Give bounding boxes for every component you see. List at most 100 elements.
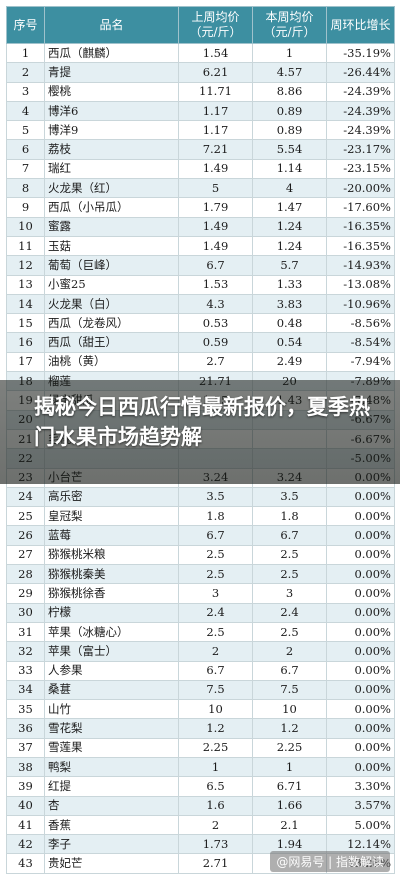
cell-week-change: 12.14% [326,834,395,855]
cell-week-change: 5.00% [326,814,395,836]
cell-this-week-price: 5.7 [252,255,327,276]
table-row: 24 高乐密 3.5 3.5 0.00% [6,486,395,508]
cell-index: 43 [6,853,45,874]
cell-last-week-price: 10 [178,699,253,720]
cell-week-change: 0.00% [326,486,395,508]
cell-last-week-price: 1.53 [178,274,253,295]
cell-product-name: 西瓜（龙卷风） [44,313,179,334]
table-row: 5 博洋9 1.17 0.89 -24.39% [6,120,395,141]
cell-last-week-price: 1.8 [178,506,253,527]
cell-week-change: -16.35% [326,216,395,237]
cell-index: 32 [6,641,45,662]
table-row: 25 皇冠梨 1.8 1.8 0.00% [6,506,395,527]
table-row: 13 小蜜25 1.53 1.33 -13.08% [6,274,395,295]
cell-index: 31 [6,621,45,643]
cell-product-name: 青提 [44,62,179,83]
cell-index: 2 [6,62,45,83]
cell-index: 40 [6,795,45,816]
cell-last-week-price: 1.54 [178,42,253,64]
cell-index: 17 [6,351,45,373]
table-row: 26 蓝莓 6.7 6.7 0.00% [6,525,395,546]
table-row: 28 猕猴桃秦美 2.5 2.5 0.00% [6,564,395,585]
cell-last-week-price: 2.5 [178,621,253,643]
cell-last-week-price: 1.2 [178,718,253,739]
cell-index: 27 [6,544,45,566]
cell-this-week-price: 2.1 [252,814,327,836]
cell-product-name: 油桃（黄） [44,351,179,373]
cell-product-name: 蓝莓 [44,525,179,546]
cell-last-week-price: 2.5 [178,544,253,566]
cell-week-change: 0.00% [326,679,395,701]
headline-text: 揭秘今日西瓜行情最新报价，夏季热门水果市场趋势解 [34,395,370,449]
cell-this-week-price: 2.5 [252,621,327,643]
cell-last-week-price: 6.7 [178,255,253,276]
cell-index: 6 [6,139,45,160]
cell-product-name: 玉菇 [44,235,179,257]
cell-week-change: -26.44% [326,62,395,83]
table-row: 37 雪莲果 2.25 2.25 0.00% [6,737,395,758]
cell-this-week-price: 1.24 [252,235,327,257]
cell-this-week-price: 0.89 [252,100,327,122]
cell-index: 33 [6,660,45,681]
cell-week-change: 0.00% [326,506,395,527]
cell-week-change: -8.56% [326,313,395,334]
cell-this-week-price: 7.5 [252,679,327,701]
cell-week-change: -13.08% [326,274,395,295]
cell-week-change: -17.60% [326,197,395,218]
cell-last-week-price: 11.71 [178,81,253,102]
cell-week-change: -24.39% [326,81,395,102]
cell-index: 42 [6,834,45,855]
watermark: @网易号 | 指数解读 [270,851,390,872]
cell-last-week-price: 2 [178,641,253,662]
cell-index: 41 [6,814,45,836]
cell-index: 28 [6,564,45,585]
cell-this-week-price: 0.54 [252,332,327,353]
cell-product-name: 鸭梨 [44,756,179,778]
cell-product-name: 西瓜（麒麟） [44,42,179,64]
cell-this-week-price: 1.2 [252,718,327,739]
cell-this-week-price: 1.24 [252,216,327,237]
cell-index: 1 [6,42,45,64]
cell-week-change: 0.00% [326,602,395,623]
cell-last-week-price: 7.5 [178,679,253,701]
cell-this-week-price: 5.54 [252,139,327,160]
cell-product-name: 猕猴桃徐香 [44,583,179,604]
cell-last-week-price: 0.53 [178,313,253,334]
table-row: 8 火龙果（红） 5 4 -20.00% [6,178,395,199]
cell-week-change: -24.39% [326,120,395,141]
cell-index: 29 [6,583,45,604]
cell-this-week-price: 1.66 [252,795,327,816]
cell-week-change: 0.00% [326,737,395,758]
table-row: 39 红提 6.5 6.71 3.30% [6,776,395,797]
cell-week-change: -16.35% [326,235,395,257]
cell-this-week-price: 6.7 [252,525,327,546]
cell-product-name: 香蕉 [44,814,179,836]
table-row: 33 人参果 6.7 6.7 0.00% [6,660,395,681]
cell-week-change: -20.00% [326,178,395,199]
cell-index: 26 [6,525,45,546]
cell-index: 34 [6,679,45,701]
table-row: 40 杏 1.6 1.66 3.57% [6,795,395,816]
cell-last-week-price: 2.71 [178,853,253,874]
table-body: 1 西瓜（麒麟） 1.54 1 -35.19% 2 青提 6.21 4.57 -26.44% 3 樱桃… [6,42,395,874]
cell-this-week-price: 1 [252,42,327,64]
cell-last-week-price: 2.5 [178,564,253,585]
cell-this-week-price: 10 [252,699,327,720]
cell-index: 39 [6,776,45,797]
table-row: 17 油桃（黄） 2.7 2.49 -7.94% [6,351,395,373]
cell-last-week-price: 4.3 [178,293,253,315]
cell-product-name: 博洋6 [44,100,179,122]
cell-last-week-price: 6.7 [178,525,253,546]
cell-last-week-price: 1.17 [178,100,253,122]
cell-week-change: -14.93% [326,255,395,276]
cell-index: 8 [6,178,45,199]
cell-this-week-price: 3.5 [252,486,327,508]
cell-week-change: 0.00% [326,525,395,546]
cell-last-week-price: 1.6 [178,795,253,816]
cell-week-change: 0.00% [326,621,395,643]
cell-week-change: 3.57% [326,795,395,816]
cell-product-name: 苹果（富士） [44,641,179,662]
cell-index: 24 [6,486,45,508]
cell-product-name: 红提 [44,776,179,797]
cell-index: 10 [6,216,45,237]
